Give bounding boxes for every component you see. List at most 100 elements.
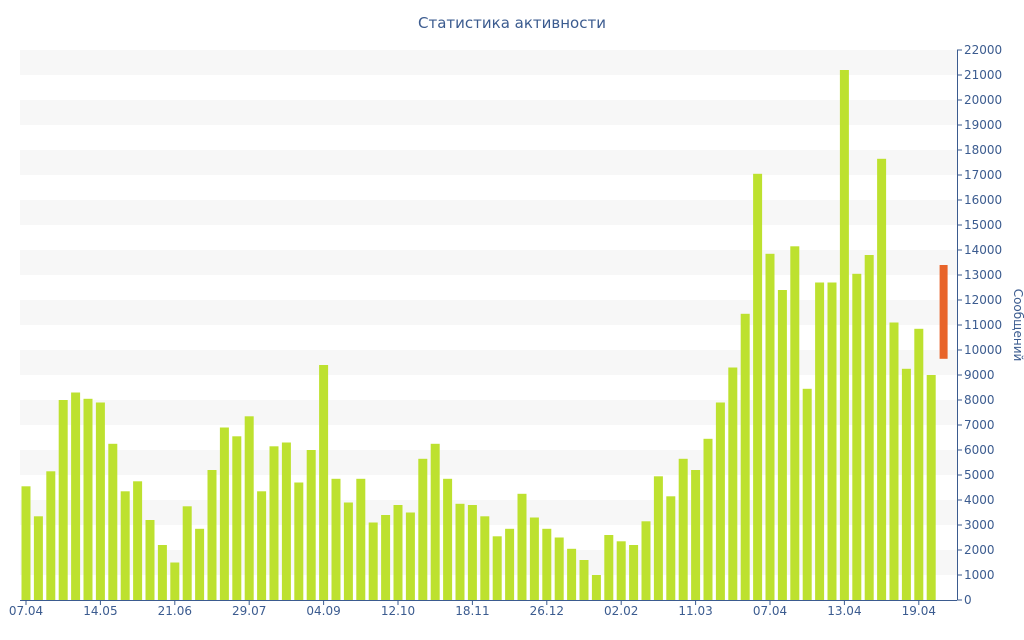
current-period-bar: [939, 265, 948, 359]
grid-band: [20, 350, 957, 375]
y-axis-title: Сообщений: [1011, 289, 1024, 362]
bar: [877, 158, 887, 601]
bar-series: [21, 70, 936, 601]
x-tick-label: 13.04: [827, 604, 861, 618]
bar: [567, 548, 577, 601]
bar: [889, 322, 899, 600]
x-tick-label: 21.06: [158, 604, 192, 618]
y-tick-label: 21000: [964, 68, 1002, 82]
bar: [678, 458, 688, 601]
grid-band: [20, 300, 957, 325]
bar: [71, 392, 81, 600]
x-tick-label: 19.04: [902, 604, 936, 618]
y-tick-label: 18000: [964, 143, 1002, 157]
y-tick-label: 16000: [964, 193, 1002, 207]
y-tick-label: 14000: [964, 243, 1002, 257]
x-tick-label: 26.12: [530, 604, 564, 618]
bar: [306, 450, 316, 600]
grid-band: [20, 250, 957, 275]
bar: [108, 443, 118, 601]
x-tick-label: 18.11: [455, 604, 489, 618]
bar: [418, 458, 428, 601]
bar: [182, 506, 192, 601]
grid-bands: [20, 50, 957, 575]
bar: [269, 446, 279, 601]
bar: [294, 482, 304, 600]
bar: [405, 512, 415, 600]
y-tick-label: 15000: [964, 218, 1002, 232]
bar: [554, 537, 564, 600]
x-tick-label: 04.09: [306, 604, 340, 618]
bar: [914, 328, 924, 601]
grid-band: [20, 400, 957, 425]
bar: [852, 273, 862, 601]
y-tick-label: 19000: [964, 118, 1002, 132]
y-tick-label: 17000: [964, 168, 1002, 182]
bar: [839, 70, 849, 600]
bar: [765, 253, 775, 601]
grid-band: [20, 100, 957, 125]
bar: [33, 516, 43, 601]
bar: [579, 560, 589, 600]
bar: [777, 290, 787, 600]
bar: [467, 505, 477, 600]
bar: [715, 402, 725, 600]
bar: [232, 436, 242, 601]
y-tick-label: 6000: [964, 443, 995, 457]
y-tick-label: 5000: [964, 468, 995, 482]
x-tick-label: 12.10: [381, 604, 415, 618]
bar: [591, 575, 601, 600]
y-tick-label: 22000: [964, 43, 1002, 57]
grid-band: [20, 150, 957, 175]
bar: [319, 365, 329, 600]
bar: [641, 521, 651, 601]
y-tick-label: 10000: [964, 343, 1002, 357]
bar: [393, 505, 403, 600]
bar: [703, 438, 713, 601]
bar: [46, 471, 56, 601]
bar: [492, 536, 502, 601]
x-tick-label: 07.04: [9, 604, 43, 618]
x-tick-label: 11.03: [678, 604, 712, 618]
x-axis: 07.04 14.05 21.06 29.07 04.09 12.10 18.11 26.12…: [9, 600, 957, 618]
bar: [343, 502, 353, 600]
bar: [95, 402, 105, 600]
y-tick-label: 7000: [964, 418, 995, 432]
chart-title: Статистика активности: [418, 14, 606, 32]
bar: [195, 528, 205, 601]
bar: [83, 398, 93, 601]
bar: [616, 541, 626, 601]
current-period-segment: [939, 265, 948, 359]
y-tick-label: 1000: [964, 568, 995, 582]
bar: [691, 470, 701, 600]
grid-band: [20, 50, 957, 75]
bar: [368, 522, 378, 600]
bar: [133, 481, 143, 601]
bar: [219, 427, 229, 600]
y-axis: 0 1000 2000 3000 4000 5000 6000 7000 8000 9000 100…: [957, 43, 1002, 607]
bar: [542, 528, 552, 601]
bar: [58, 400, 68, 600]
y-tick-label: 2000: [964, 543, 995, 557]
bar: [381, 515, 391, 600]
y-tick-label: 11000: [964, 318, 1002, 332]
bar: [926, 375, 936, 600]
bar: [430, 443, 440, 601]
y-tick-label: 3000: [964, 518, 995, 532]
bar: [120, 491, 130, 601]
bar: [145, 520, 155, 600]
x-tick-label: 07.04: [753, 604, 787, 618]
bar: [529, 517, 539, 600]
bar: [517, 493, 527, 601]
bar: [666, 496, 676, 601]
bar: [753, 173, 763, 601]
x-tick-label: 14.05: [83, 604, 117, 618]
bar: [790, 246, 800, 601]
bar: [257, 491, 267, 601]
grid-band: [20, 450, 957, 475]
bar: [21, 486, 31, 601]
bar: [740, 313, 750, 601]
bar: [802, 388, 812, 601]
bar: [604, 535, 614, 600]
